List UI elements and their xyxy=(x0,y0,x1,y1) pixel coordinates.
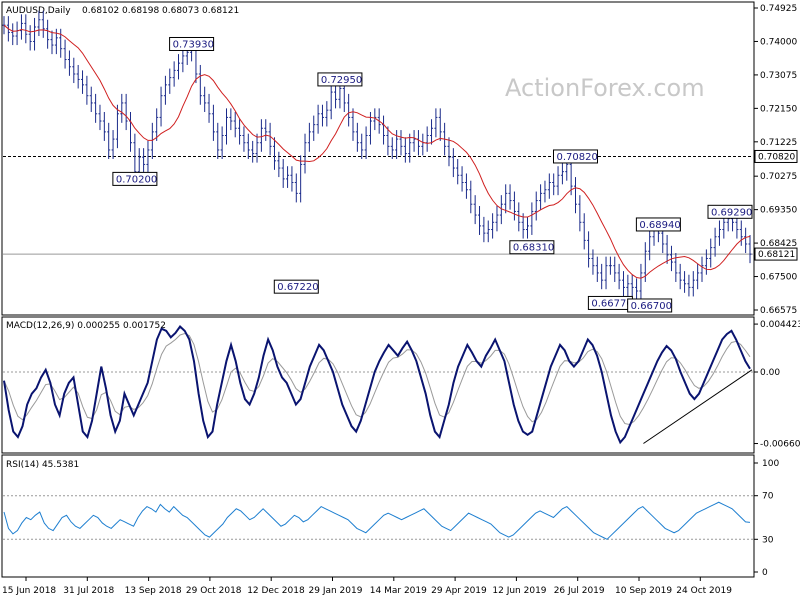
moving-average-line xyxy=(3,24,751,279)
price-close: 0.68121 xyxy=(202,6,239,16)
price-y-tick-label: 0.70275 xyxy=(760,172,797,182)
x-tick-label: 26 Jul 2019 xyxy=(554,586,605,596)
x-tick-label: 14 Mar 2019 xyxy=(370,586,427,596)
annotation-label: 0.70820 xyxy=(556,152,597,163)
x-tick-label: 12 Jun 2019 xyxy=(492,586,546,596)
rsi-y-ticks: 100 70 30 0 xyxy=(754,459,779,578)
x-tick-label: 31 Jul 2018 xyxy=(63,586,114,596)
macd-signal-line xyxy=(3,332,751,426)
price-y-tick-label: 0.66575 xyxy=(760,306,797,316)
annotation-box xyxy=(509,240,555,255)
price-y-ticks: 0.74925 0.74000 0.73075 0.72150 0.71225 0.702… xyxy=(754,4,797,316)
price-y-tick-label: 0.72150 xyxy=(760,104,797,114)
macd-y-tick-label: 0.00 xyxy=(760,368,780,378)
level-label-box xyxy=(754,149,798,163)
rsi-title: RSI(14) 45.5381 xyxy=(6,460,79,470)
price-panel-frame xyxy=(1,1,755,316)
price-low: 0.68073 xyxy=(162,6,199,16)
annotation-box xyxy=(552,149,598,164)
annotation-label: 0.66700 xyxy=(631,301,672,312)
annotation-box xyxy=(112,171,158,186)
annotation-label: 0.67220 xyxy=(277,282,318,293)
annotation-box xyxy=(635,217,681,232)
price-y-tick-label: 0.69350 xyxy=(760,206,797,216)
annotation-box xyxy=(707,204,753,219)
rsi-layer xyxy=(3,495,753,540)
annotation-label: 0.73930 xyxy=(173,39,214,50)
price-high: 0.68198 xyxy=(122,6,159,16)
price-y-tick-label: 0.71225 xyxy=(760,138,797,148)
level-label: 0.68121 xyxy=(758,250,795,260)
x-tick-label: 29 Apr 2019 xyxy=(431,586,487,596)
annotation-box xyxy=(169,36,215,51)
annotation-label: 0.69290 xyxy=(711,207,752,218)
rsi-line xyxy=(3,501,751,540)
annotation-label: 0.68940 xyxy=(639,220,680,231)
x-tick-label: 13 Sep 2018 xyxy=(125,586,182,596)
level-label: 0.70820 xyxy=(758,152,795,162)
annotation-label: 0.68310 xyxy=(513,243,554,254)
x-tick-label: 29 Oct 2018 xyxy=(186,586,242,596)
watermark: ActionForex.com xyxy=(505,74,705,102)
price-y-tick-label: 0.68425 xyxy=(760,239,797,249)
macd-title: MACD(12,26,9) 0.000255 0.001752 xyxy=(6,321,166,331)
annotation-box xyxy=(317,72,363,87)
price-y-tick-label: 0.73075 xyxy=(760,71,797,81)
x-tick-layer: 15 Jun 2018 31 Jul 2018 13 Sep 2018 29 Oct … xyxy=(2,577,732,596)
level-label-box xyxy=(754,247,798,261)
x-tick-label: 15 Jun 2018 xyxy=(2,586,56,596)
price-y-tick-label: 0.74925 xyxy=(760,4,797,14)
annotation-label: 0.72950 xyxy=(321,75,362,86)
macd-line xyxy=(3,324,751,445)
annotation-label: 0.70200 xyxy=(116,174,157,185)
annotation-layer: 0.73930 0.70200 0.67220 0.72950 0.70820 0.683… xyxy=(112,36,753,313)
rsi-y-tick-label: 0 xyxy=(762,568,768,578)
annotation-label: 0.66770 xyxy=(591,298,632,309)
price-y-tick-label: 0.67500 xyxy=(760,273,797,283)
rsi-panel-frame xyxy=(1,454,755,578)
macd-trendline xyxy=(643,369,753,444)
x-tick-label: 24 Oct 2019 xyxy=(676,586,732,596)
macd-y-ticks: 0.004423 0.00 -0.006603 xyxy=(754,320,800,450)
annotation-box xyxy=(627,298,673,313)
rsi-y-tick-label: 100 xyxy=(762,459,779,469)
macd-y-tick-label: 0.004423 xyxy=(760,320,800,330)
x-tick-label: 12 Dec 2018 xyxy=(247,586,305,596)
annotation-box xyxy=(273,279,319,294)
x-tick-label: 29 Jan 2019 xyxy=(309,586,363,596)
macd-layer xyxy=(3,324,753,445)
price-y-tick-label: 0.74000 xyxy=(760,37,797,47)
x-tick-label: 10 Sep 2019 xyxy=(615,586,672,596)
price-open: 0.68102 xyxy=(82,6,119,16)
rsi-y-tick-label: 70 xyxy=(762,492,774,502)
macd-y-tick-label: -0.006603 xyxy=(760,440,800,450)
price-layer: 0.70820 0.68121 xyxy=(2,10,798,301)
rsi-y-tick-label: 30 xyxy=(762,535,774,545)
